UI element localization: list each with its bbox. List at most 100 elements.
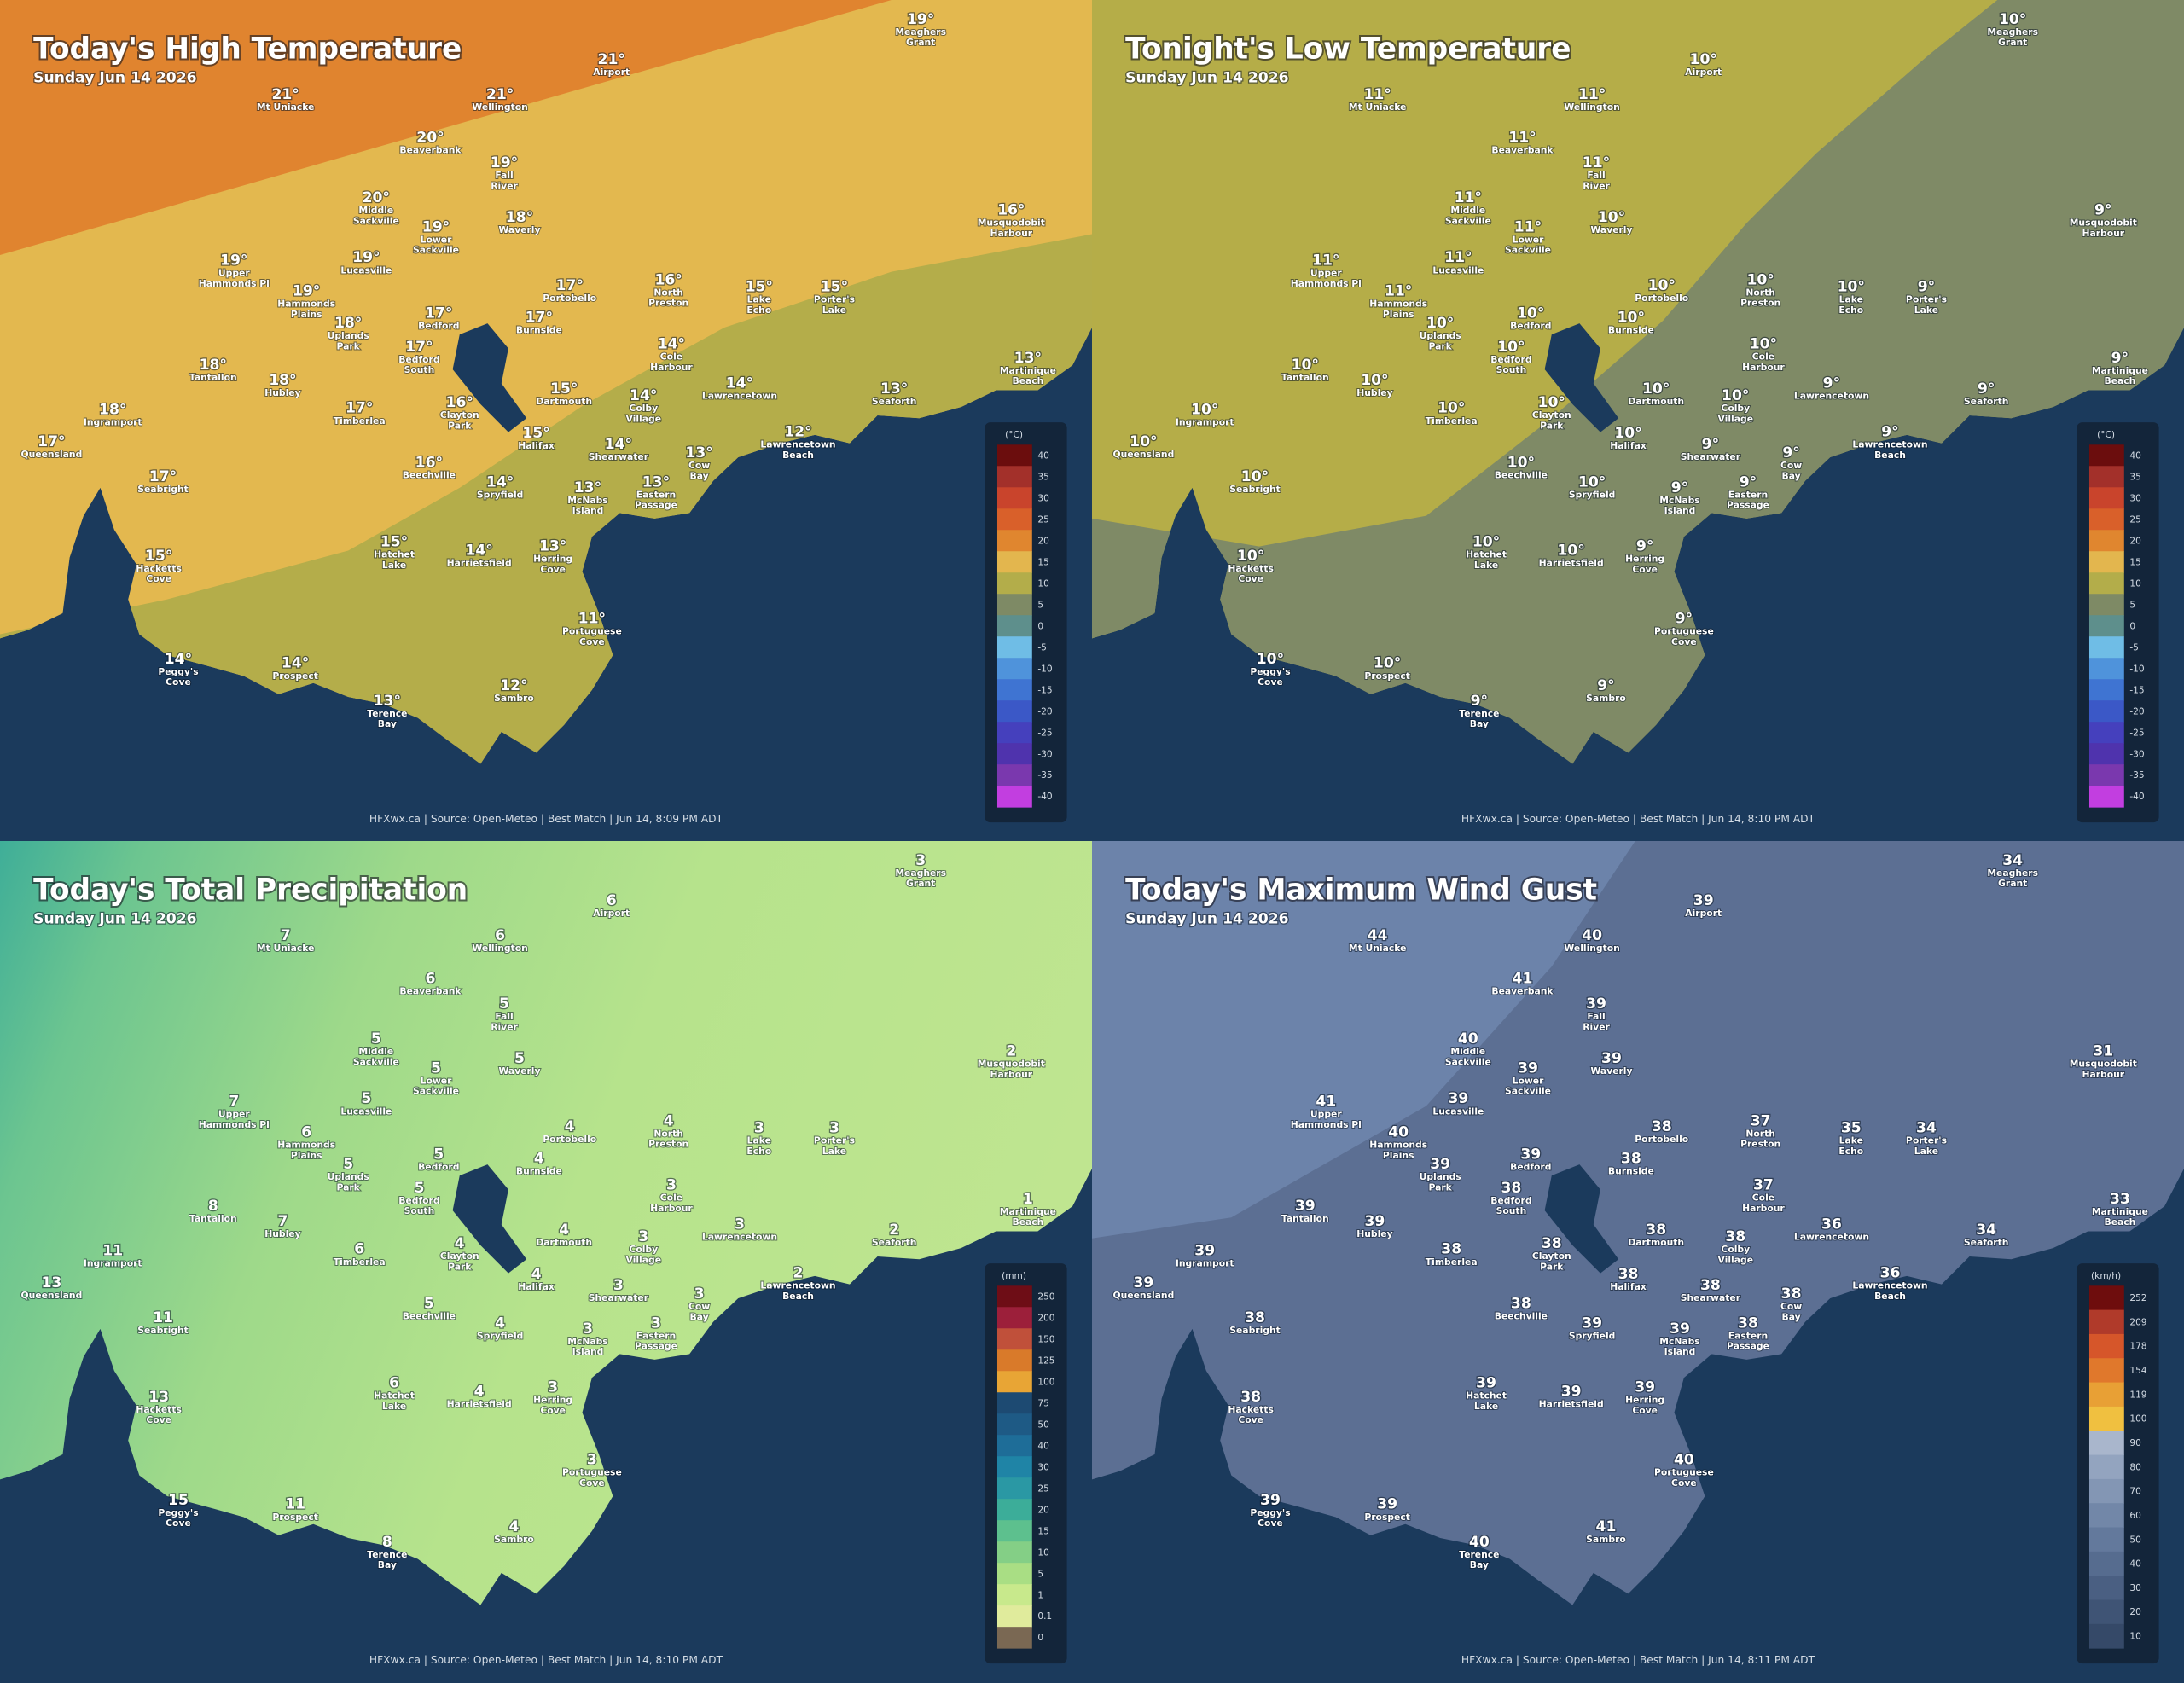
place-name: Cole — [660, 1193, 682, 1204]
place-name: River — [1583, 180, 1610, 191]
place-name: Cole — [1752, 351, 1774, 363]
legend-tick-label: -25 — [1037, 727, 1052, 738]
place-name: Harbour — [650, 1203, 693, 1214]
place-value: 10° — [1374, 655, 1401, 672]
place-name: Lake — [747, 294, 771, 305]
place-value: 13° — [539, 537, 566, 554]
place-name: Middle — [358, 1046, 393, 1057]
place-name: Tantallon — [189, 372, 237, 383]
legend-tick-label: 100 — [1037, 1376, 1054, 1387]
place-name: Cole — [1752, 1193, 1774, 1204]
place-name: Hammonds Pl — [1291, 1119, 1362, 1130]
place-name: Wellington — [1564, 102, 1619, 113]
place-name: Terence — [367, 708, 407, 719]
place-name: Bedford — [398, 354, 439, 365]
legend-tick-label: 30 — [1037, 1461, 1049, 1472]
place-value: 9° — [1823, 374, 1840, 392]
place-value: 5 — [431, 1059, 441, 1077]
place-name: Spryfield — [477, 1330, 523, 1341]
place-value: 4 — [664, 1112, 674, 1129]
footer: HFXwx.ca | Source: Open-Meteo | Best Mat… — [1461, 1654, 1815, 1666]
place-name: Harbour — [1742, 1203, 1785, 1214]
place-value: 14° — [486, 473, 514, 490]
legend-color — [996, 444, 1032, 467]
place-name: Meaghers — [895, 868, 946, 879]
legend-color — [996, 1328, 1032, 1350]
place-value: 21° — [486, 86, 514, 103]
legend-color — [996, 487, 1032, 509]
place-value: 12° — [500, 677, 527, 694]
place-value: 13° — [880, 380, 908, 398]
legend-tick-label: -25 — [2129, 727, 2144, 738]
legend-tick-label: 30 — [2129, 492, 2141, 503]
place-value: 11° — [1583, 154, 1610, 171]
place-value: 9° — [1471, 693, 1488, 710]
place-name: Uplands — [328, 1171, 369, 1182]
place-value: 15° — [550, 380, 578, 398]
place-value: 41 — [1513, 971, 1533, 988]
legend-color — [996, 530, 1032, 552]
place-value: 34 — [1976, 1222, 1996, 1239]
place-value: 37 — [1751, 1112, 1771, 1129]
legend-tick-label: 0 — [2129, 620, 2135, 631]
place-value: 19° — [491, 154, 518, 171]
place-name: Beaverbank — [399, 986, 462, 997]
place-name: Beechville — [403, 469, 456, 480]
place-value: 10° — [1538, 394, 1565, 411]
legend-color — [996, 508, 1032, 531]
place-name: Harrietsfield — [1539, 557, 1604, 568]
place-name: Sackville — [413, 1086, 459, 1097]
place-name: Portuguese — [562, 1467, 622, 1478]
place-name: Cove — [1671, 636, 1697, 647]
place-name: Porter's — [1906, 294, 1947, 305]
place-name: Bedford — [398, 1195, 439, 1206]
legend-tick-label: 40 — [2129, 1558, 2141, 1570]
panel-subtitle: Sunday Jun 14 2026 — [1125, 69, 1288, 86]
place-name: Portuguese — [562, 626, 622, 637]
place-value: 39 — [1133, 1274, 1153, 1291]
place-value: 9° — [1782, 444, 1799, 461]
legend-color — [2088, 1333, 2124, 1359]
legend-color — [996, 1392, 1032, 1414]
place-value: 5 — [343, 1156, 353, 1173]
place-name: Hammonds — [1369, 298, 1427, 309]
place-value: 9° — [1978, 380, 1995, 398]
place-name: Sambro — [1586, 1534, 1626, 1545]
place-value: 6 — [301, 1123, 311, 1140]
place-value: 11° — [1514, 218, 1542, 235]
place-name: Spryfield — [1569, 1330, 1615, 1341]
place-name: Cove — [1258, 676, 1283, 688]
legend-color — [996, 1563, 1032, 1585]
panel-title: Today's Total Precipitation — [33, 873, 468, 908]
place-name: Beaverbank — [399, 145, 462, 156]
place-name: Cove — [1632, 564, 1658, 575]
place-name: Ingramport — [84, 1257, 142, 1268]
place-name: Wellington — [472, 943, 527, 954]
place-name: Airport — [1685, 67, 1722, 78]
legend-unit: (mm) — [1002, 1270, 1026, 1281]
place-value: 40 — [1582, 927, 1602, 944]
place-name: Queensland — [21, 1290, 83, 1301]
place-value: 39 — [1295, 1198, 1316, 1215]
place-name: Cove — [540, 564, 566, 575]
footer: HFXwx.ca | Source: Open-Meteo | Best Mat… — [1461, 813, 1815, 825]
place-name: South — [404, 364, 435, 375]
legend-color — [996, 1349, 1032, 1372]
place-name: Uplands — [1420, 1171, 1461, 1182]
place-name: Hatchet — [374, 549, 415, 560]
place-name: Hacketts — [136, 1404, 182, 1415]
legend-color — [996, 1477, 1032, 1500]
legend-tick-label: 15 — [2129, 556, 2141, 567]
place-name: Upper — [1310, 268, 1342, 279]
place-name: Preston — [648, 298, 688, 309]
place-value: 11 — [102, 1242, 123, 1259]
place-value: 38 — [1441, 1241, 1461, 1258]
place-value: 3 — [666, 1177, 677, 1194]
place-name: Lawrencetown — [1852, 439, 1927, 450]
place-value: 13° — [374, 693, 401, 710]
place-value: 41 — [1316, 1093, 1336, 1110]
place-name: Eastern — [636, 489, 676, 500]
place-value: 39 — [1520, 1146, 1541, 1164]
place-name: Bedford — [418, 1162, 459, 1173]
place-value: 10° — [1438, 400, 1465, 417]
